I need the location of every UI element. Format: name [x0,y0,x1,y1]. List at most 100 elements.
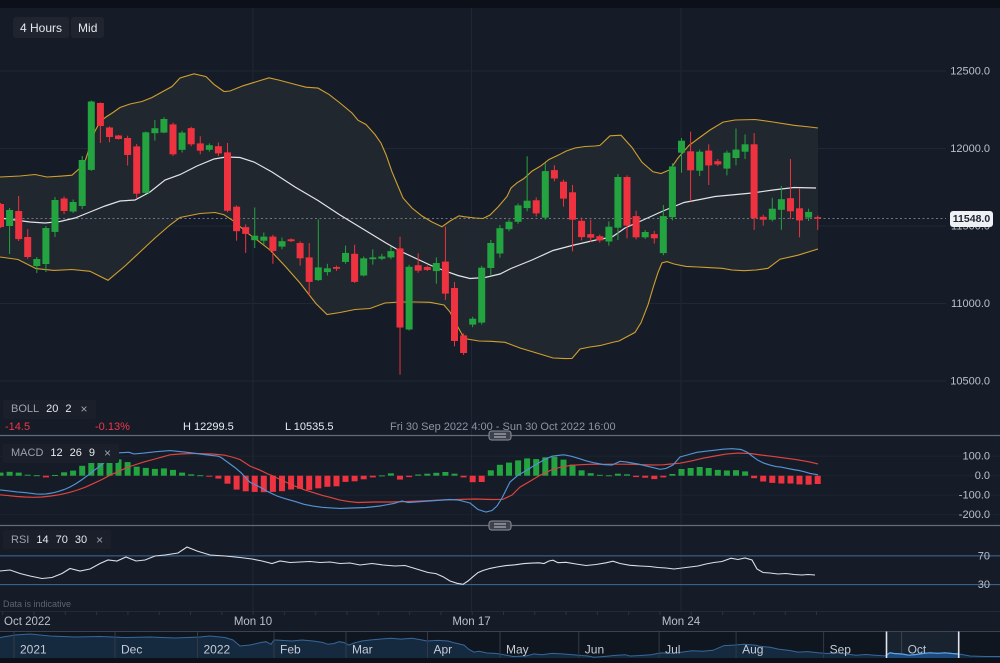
macd-bar [605,475,612,477]
data-disclaimer: Data is indicative [3,599,72,609]
boll-indicator-chip[interactable]: BOLL 20 2 × [3,399,96,419]
candle-body [714,161,722,165]
top-strip [0,0,1000,8]
candle-body [396,248,404,328]
macd-bar [106,457,113,476]
candle-body [42,228,50,264]
candle-body [432,263,440,272]
candle-body [24,237,32,257]
candle-body [124,138,132,155]
candle-body [805,211,813,218]
macd-bar [70,470,77,476]
candle-body [659,216,667,254]
nav-month-label: Jul [665,643,680,657]
rsi-remove-icon[interactable]: × [96,532,104,547]
candle-body [632,216,640,238]
rsi-indicator-chip[interactable]: RSI 14 70 30 × [3,530,112,549]
macd-bar [478,475,485,482]
pane-resize-handle-macd-rsi[interactable] [488,520,512,531]
candle-body [6,210,14,226]
candle-body [60,198,68,211]
macd-bar [15,472,22,476]
candle-body [814,217,822,219]
macd-bar [433,472,440,476]
macd-bar [33,475,40,477]
nav-month-label: Apr [434,643,453,657]
period-low: L 10535.5 [285,420,334,433]
macd-indicator-chip[interactable]: MACD 12 26 9 × [3,443,120,463]
macd-axis-label: -100.0 [959,490,990,502]
macd-bar [696,467,703,476]
macd-bar [233,475,240,490]
time-axis-label: Mon 24 [662,616,701,628]
candle-body [0,204,4,227]
candle-body [205,145,213,150]
rsi-param-oversold: 30 [74,533,88,546]
macd-bar [814,475,821,484]
boll-remove-icon[interactable]: × [80,402,88,416]
candle-body [342,252,349,262]
price-axis-label: 10500.0 [950,376,990,388]
macd-axis-label: 0.0 [975,470,990,482]
candle-body [587,234,595,238]
macd-remove-icon[interactable]: × [104,446,112,460]
price-stats-row: -14.5 -0.13% H 12299.5 L 10535.5 Fri 30 … [0,421,800,435]
macd-bar [397,475,403,480]
macd-bar [342,475,349,482]
candle-body [478,267,486,323]
timeframe-button[interactable]: 4 Hours [13,17,70,38]
macd-bar [506,462,512,476]
macd-bar [79,465,86,476]
macd-bar [306,475,313,490]
nav-month-label: Mar [352,643,373,657]
pane-resize-handle-price-macd[interactable] [488,430,512,441]
candle-body [33,259,41,266]
candle-body [796,208,803,221]
macd-bar [315,475,322,489]
macd-bar [705,468,712,476]
macd-bar [760,475,767,482]
candle-body [187,128,195,145]
candle-body [687,151,695,171]
macd-bar [524,458,531,476]
candle-body [605,226,613,242]
candle-body [469,318,477,325]
price-axis-label: 12000.0 [950,143,990,155]
candle-body [759,216,767,220]
candle-body [387,251,395,258]
macd-bar [297,475,304,489]
macd-bar [179,472,186,476]
macd-bar [487,470,494,476]
macd-bar [160,468,167,476]
macd-bar [279,475,285,492]
candle-body [378,256,386,259]
candle-body [160,119,168,133]
candle-body [614,177,622,228]
macd-bar [52,475,58,476]
macd-bar [614,473,621,476]
macd-bar [742,471,749,476]
price-axis-label: 11000.0 [951,298,990,310]
macd-bar [578,470,585,476]
macd-bar [587,473,594,476]
macd-bar [687,468,694,476]
current-price-label: 11548.0 [950,210,993,227]
macd-bar [288,475,295,490]
period-high: H 12299.5 [183,420,234,433]
candle-body [278,241,286,247]
macd-bar [533,459,540,476]
price-type-button[interactable]: Mid [71,17,105,38]
candle-body [741,144,749,152]
candle-body [224,152,231,211]
macd-indicator-name: MACD [11,447,44,459]
time-axis-label: Mon 17 [452,616,490,628]
macd-bar [324,475,331,487]
candle-body [514,205,522,222]
macd-bar [0,472,4,476]
boll-param-period: 20 [46,403,59,415]
candle-body [451,288,458,341]
candle-body [87,101,95,170]
candle-body [750,144,758,219]
candle-body [96,103,104,126]
